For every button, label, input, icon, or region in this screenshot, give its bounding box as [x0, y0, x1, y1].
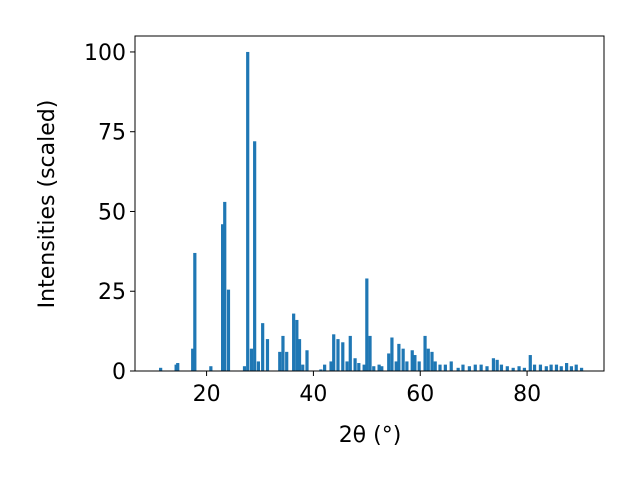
bar [159, 367, 163, 371]
bar [362, 364, 366, 371]
bar [221, 224, 225, 371]
bar [538, 364, 543, 371]
bar [341, 342, 345, 371]
bar [443, 364, 447, 371]
bar [368, 335, 372, 371]
bar [449, 361, 453, 371]
bar [433, 361, 437, 371]
x-tick-label: 60 [406, 382, 434, 407]
bar [405, 361, 409, 371]
bar [242, 366, 247, 371]
bar [579, 367, 584, 371]
bar [390, 337, 394, 371]
bar [292, 313, 296, 371]
bar [430, 351, 434, 371]
bar [305, 350, 309, 371]
bar [467, 366, 471, 371]
bar [297, 339, 302, 371]
bar [353, 358, 357, 371]
y-axis-label: Intensities (scaled) [35, 100, 60, 309]
bar [505, 366, 509, 371]
bar [569, 366, 574, 371]
bar [332, 334, 336, 371]
bar [438, 364, 442, 371]
bar [372, 366, 376, 371]
x-tick-label: 20 [193, 382, 221, 407]
bar [380, 366, 384, 371]
bar [417, 361, 421, 371]
bar [249, 348, 254, 371]
x-axis-label: 2θ (°) [339, 423, 402, 448]
bar [511, 367, 515, 371]
bar [253, 141, 257, 371]
bar [357, 363, 361, 371]
bar [193, 252, 197, 371]
plot-frame [134, 35, 605, 372]
bar [209, 366, 213, 371]
y-tick-label: 25 [98, 280, 126, 305]
bar [401, 348, 405, 371]
bar [323, 364, 327, 371]
bar [479, 364, 483, 371]
x-tick-label: 80 [513, 382, 541, 407]
bar [348, 335, 352, 371]
bar [499, 364, 504, 371]
bar [565, 363, 569, 371]
bar [574, 364, 578, 371]
bar [176, 363, 180, 371]
bar [319, 369, 323, 371]
bar [281, 335, 285, 371]
bar [365, 278, 369, 371]
bar [495, 359, 499, 371]
x-tick-label: 40 [299, 382, 327, 407]
bar [461, 364, 465, 371]
y-tick-label: 100 [84, 41, 126, 66]
bar [528, 355, 532, 371]
bar [261, 323, 265, 371]
bar [336, 339, 340, 371]
bar [559, 366, 563, 371]
bar [426, 348, 430, 371]
bar [517, 366, 521, 371]
bar [410, 350, 414, 371]
bar [544, 366, 548, 371]
bar [329, 361, 333, 371]
bar [301, 364, 305, 371]
bar [554, 364, 559, 371]
y-tick-label: 75 [98, 121, 126, 146]
bar [387, 353, 391, 371]
bar [285, 351, 289, 371]
bar [345, 361, 349, 371]
bar [394, 361, 398, 371]
bar [397, 343, 401, 371]
bar [223, 201, 227, 371]
bar [265, 339, 270, 371]
bar [246, 51, 250, 371]
bar [256, 361, 260, 371]
bar [456, 367, 460, 371]
bar [377, 364, 381, 371]
bar [423, 335, 427, 371]
bar [485, 366, 489, 371]
bar [413, 355, 417, 371]
bar [473, 364, 477, 371]
bar [295, 319, 299, 371]
bar [522, 367, 527, 371]
y-tick-label: 0 [112, 360, 126, 385]
y-tick-label: 50 [98, 200, 126, 225]
bar [278, 351, 282, 371]
bar [491, 358, 496, 371]
bar [226, 289, 231, 371]
bar [549, 364, 553, 371]
bar [191, 348, 195, 371]
bar [532, 364, 537, 371]
